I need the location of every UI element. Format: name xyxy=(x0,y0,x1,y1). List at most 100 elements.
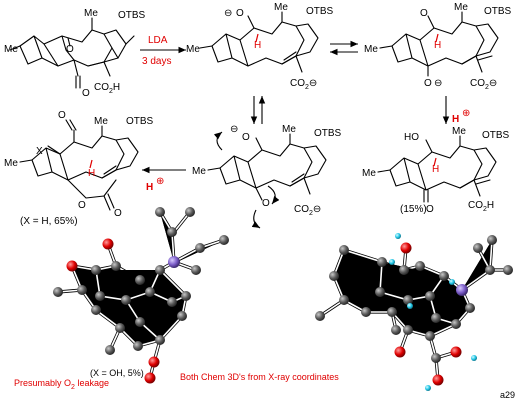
equilibrium-arrows-top xyxy=(330,40,358,56)
atom-hydrogen xyxy=(425,385,431,391)
atom-carbon xyxy=(181,291,191,301)
ketone-oxygen-label: O xyxy=(262,198,270,209)
anion-charge: ⊖ xyxy=(230,124,238,135)
hydroxyl-label: HO xyxy=(404,132,419,143)
atom-carbon xyxy=(403,325,413,335)
atom-carbon xyxy=(375,287,385,297)
yield-oh-product: (X = OH, 5%) xyxy=(90,368,144,378)
atom-carbon xyxy=(403,295,413,305)
alkoxide-oxygen-label: O xyxy=(242,132,250,143)
atom-carbon xyxy=(425,291,435,301)
proton-label: H xyxy=(452,114,459,125)
atom-carbon xyxy=(339,295,349,305)
atom-oxygen xyxy=(102,238,114,250)
atom-carbon xyxy=(155,335,165,345)
anion-charge: ⊖ xyxy=(224,8,232,19)
xray-model-left: (X = OH, 5%) Presumably O2 leakage xyxy=(14,207,229,391)
me-label: Me xyxy=(4,158,18,169)
atom-carbon xyxy=(53,287,63,297)
atom-hydrogen xyxy=(471,355,477,361)
atom-carbon xyxy=(121,295,131,305)
atom-carbon xyxy=(91,305,101,315)
yield-acid: (15%) xyxy=(400,204,427,215)
me-label: Me xyxy=(94,116,108,127)
structure-lactone-product: Me Me OTBS O X H O O (X = H, 65%) xyxy=(4,110,154,227)
atom-carbon xyxy=(431,353,441,363)
atom-carbon xyxy=(191,265,201,275)
arrow-protonation-left: H ⊕ xyxy=(142,166,186,193)
model-bonds xyxy=(56,210,226,380)
atom-carbon xyxy=(431,313,441,323)
structure-dianion-curved-arrows: Me Me OTBS ⊖ O O CO2⊖ xyxy=(192,124,342,229)
atom-carbon xyxy=(399,265,409,275)
me-label: Me xyxy=(452,126,466,137)
atom-carbon xyxy=(315,311,325,321)
atom-silicon xyxy=(456,284,468,296)
atom-carbon xyxy=(465,303,475,313)
ether-oxygen-label: O xyxy=(66,44,74,55)
structure-starting-acid: Me Me OTBS O O CO2H xyxy=(4,8,146,99)
atom-carbon xyxy=(387,307,397,317)
atom-carbon xyxy=(145,287,155,297)
atom-carbon xyxy=(473,243,483,253)
atom-carbon xyxy=(185,207,195,217)
model-atoms xyxy=(53,207,229,384)
reagent-time: 3 days xyxy=(142,56,171,67)
atom-oxygen xyxy=(450,346,462,358)
atom-carbon xyxy=(167,297,177,307)
otbs-label: OTBS xyxy=(306,6,334,17)
me-label: Me xyxy=(84,8,98,19)
alkoxide-oxygen-label: O xyxy=(420,8,428,19)
atom-carbon xyxy=(91,265,101,275)
x-substituent-label: X xyxy=(36,146,43,157)
otbs-label: OTBS xyxy=(482,130,510,141)
atom-carbon xyxy=(487,235,497,245)
atom-carbon xyxy=(425,331,435,341)
atom-carbon xyxy=(377,257,387,267)
xray-model-right xyxy=(315,233,513,391)
otbs-label: OTBS xyxy=(118,10,146,21)
me-label: Me xyxy=(192,166,206,177)
atom-hydrogen xyxy=(449,279,455,285)
arrow-protonation-right: H ⊕ xyxy=(442,96,470,125)
acid-label: CO2H xyxy=(468,200,494,213)
me-label: Me xyxy=(454,2,468,13)
atom-carbon xyxy=(155,265,165,275)
model-atoms xyxy=(315,233,513,391)
atom-oxygen xyxy=(144,372,156,384)
arrow-lda: LDA 3 days xyxy=(140,35,186,67)
structure-keto-acid-product: Me Me OTBS HO H O CO2H (15%) xyxy=(362,126,510,215)
hydrogen-label: H xyxy=(254,40,261,51)
proton-label: H xyxy=(146,182,153,193)
ketone-oxygen-label: O xyxy=(82,88,90,99)
atom-oxygen xyxy=(148,356,160,368)
structure-enolate-dianion: Me Me OTBS O H O ⊖ CO2⊖ xyxy=(364,2,512,91)
note-xray-coordinates: Both Chem 3D's from X-ray coordinates xyxy=(180,372,339,382)
reagent-lda: LDA xyxy=(148,35,168,46)
atom-hydrogen xyxy=(407,303,413,309)
atom-carbon xyxy=(391,325,401,335)
atom-carbon xyxy=(503,265,513,275)
atom-oxygen xyxy=(66,260,78,272)
hydrogen-label: H xyxy=(432,164,439,175)
otbs-label: OTBS xyxy=(314,128,342,139)
atom-oxygen xyxy=(394,346,406,358)
atom-carbon xyxy=(339,245,349,255)
atom-carbon xyxy=(329,271,339,281)
hydrogen-label: H xyxy=(88,168,95,179)
atom-carbon xyxy=(135,275,145,285)
atom-carbon xyxy=(155,207,165,217)
me-label: Me xyxy=(4,44,18,55)
page-number: a29 xyxy=(500,390,515,400)
enolate-charge: ⊖ xyxy=(434,78,442,89)
atom-carbon xyxy=(133,341,143,351)
me-label: Me xyxy=(364,44,378,55)
atom-carbon xyxy=(415,261,425,271)
atom-carbon xyxy=(77,285,87,295)
atom-carbon xyxy=(451,319,461,329)
carboxylate-label: CO2⊖ xyxy=(290,78,317,91)
acid-label: CO2H xyxy=(94,82,120,95)
atom-carbon xyxy=(177,311,187,321)
atom-carbon xyxy=(111,261,121,271)
note-oxygen-leakage: Presumably O2 leakage xyxy=(14,378,109,391)
